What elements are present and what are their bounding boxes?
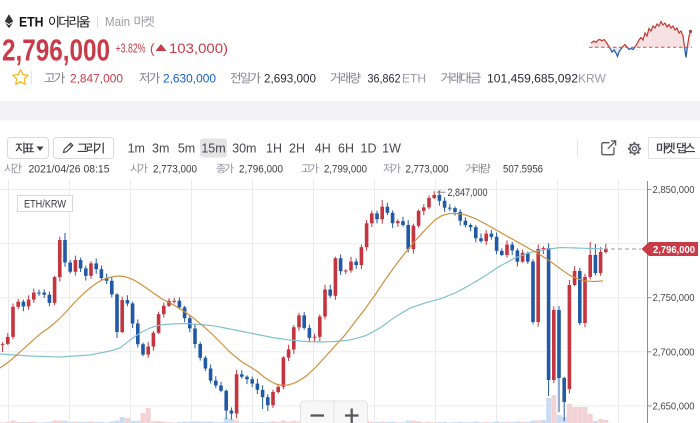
svg-text:(: (: [150, 41, 155, 56]
svg-text:ETH: ETH: [19, 15, 44, 30]
svg-text:2,773,000: 2,773,000: [406, 164, 449, 176]
svg-text:2,796,000: 2,796,000: [653, 244, 695, 256]
svg-text:2,796,000: 2,796,000: [239, 164, 283, 176]
svg-text:Main: Main: [105, 15, 130, 29]
svg-text:30m: 30m: [232, 142, 256, 156]
svg-text:ETH/KRW: ETH/KRW: [24, 199, 67, 211]
svg-text:2,847,000: 2,847,000: [70, 72, 123, 86]
svg-text:KRW: KRW: [578, 72, 606, 86]
svg-text:5m: 5m: [178, 142, 195, 156]
svg-text:101,459,685,092: 101,459,685,092: [487, 72, 578, 86]
svg-text:2,630,000: 2,630,000: [163, 72, 216, 86]
svg-text:2,700,000: 2,700,000: [653, 346, 695, 358]
svg-text:2,850,000: 2,850,000: [653, 184, 695, 196]
svg-text:2,773,000: 2,773,000: [153, 164, 197, 176]
svg-text:2,750,000: 2,750,000: [653, 292, 695, 304]
svg-text:15m: 15m: [201, 142, 225, 156]
svg-text:1m: 1m: [128, 142, 145, 156]
svg-text:103,000): 103,000): [169, 41, 228, 56]
svg-text:3m: 3m: [152, 142, 169, 156]
svg-text:2H: 2H: [289, 142, 305, 156]
svg-text:ETH: ETH: [402, 72, 426, 86]
svg-text:2,847,000: 2,847,000: [448, 187, 488, 199]
svg-text:507.5956: 507.5956: [503, 164, 543, 176]
svg-text:4H: 4H: [315, 142, 331, 156]
svg-text:2,693,000: 2,693,000: [264, 72, 316, 86]
svg-text:2021/04/26 08:15: 2021/04/26 08:15: [29, 164, 110, 176]
svg-text:2,799,000: 2,799,000: [324, 164, 367, 176]
svg-text:36,862: 36,862: [368, 72, 401, 86]
svg-text:1D: 1D: [361, 142, 377, 156]
svg-text:2,796,000: 2,796,000: [2, 33, 110, 68]
svg-text:6H: 6H: [338, 142, 354, 156]
svg-text:1W: 1W: [382, 142, 401, 156]
svg-text:+3.82%: +3.82%: [116, 42, 146, 56]
svg-text:1H: 1H: [266, 142, 282, 156]
svg-text:2,650,000: 2,650,000: [653, 400, 695, 412]
